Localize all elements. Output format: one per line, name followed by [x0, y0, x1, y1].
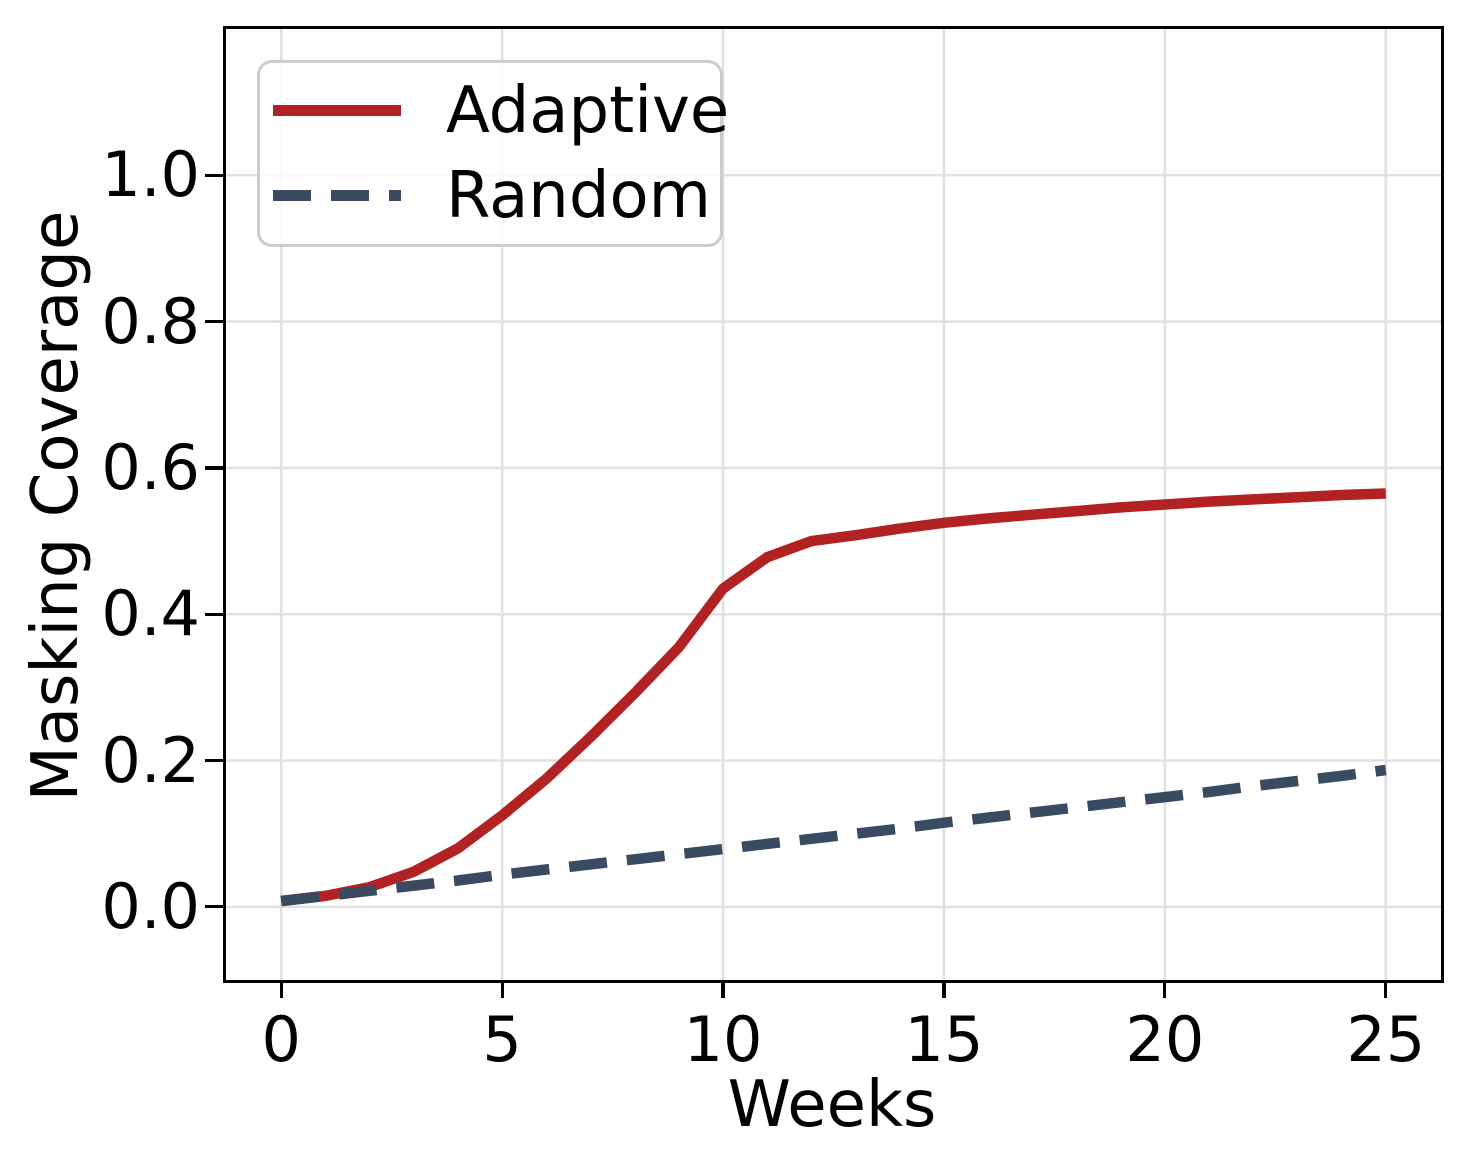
legend-swatch-adaptive — [273, 105, 401, 116]
y-tick-label: 0.6 — [101, 430, 200, 504]
x-tick-mark — [279, 980, 283, 998]
x-tick-mark — [721, 980, 725, 998]
y-tick-label: 1.0 — [101, 138, 200, 212]
x-tick-label: 20 — [1125, 1003, 1205, 1076]
x-tick-label: 25 — [1346, 1003, 1426, 1076]
series-line-random — [280, 764, 1387, 907]
x-tick-mark — [1163, 980, 1167, 998]
legend: Adaptive Random — [257, 60, 729, 247]
legend-label-random: Random — [446, 158, 711, 233]
legend-item-adaptive: Adaptive — [273, 68, 729, 153]
x-tick-mark — [942, 980, 946, 998]
y-tick-mark — [205, 905, 223, 909]
y-tick-mark — [205, 612, 223, 616]
y-tick-mark — [205, 758, 223, 763]
legend-item-random: Random — [273, 153, 720, 238]
x-tick-label: 5 — [482, 1003, 522, 1076]
y-tick-label: 0.0 — [101, 869, 200, 943]
x-axis-label: Weeks — [727, 1068, 937, 1142]
y-tick-label: 0.2 — [101, 723, 200, 797]
x-tick-label: 0 — [261, 1003, 301, 1076]
y-tick-mark — [205, 320, 223, 324]
y-tick-label: 0.4 — [101, 577, 200, 651]
y-tick-label: 0.8 — [101, 284, 200, 358]
x-tick-mark — [500, 980, 504, 998]
y-tick-mark — [205, 466, 223, 470]
x-tick-label: 15 — [904, 1003, 984, 1076]
y-tick-mark — [205, 173, 223, 177]
legend-label-adaptive: Adaptive — [446, 73, 730, 148]
series-line-adaptive — [280, 488, 1386, 907]
legend-swatch-random — [273, 190, 401, 201]
x-tick-mark — [1384, 980, 1388, 998]
x-tick-label: 10 — [683, 1003, 763, 1076]
plot-area: Adaptive Random — [223, 26, 1444, 983]
